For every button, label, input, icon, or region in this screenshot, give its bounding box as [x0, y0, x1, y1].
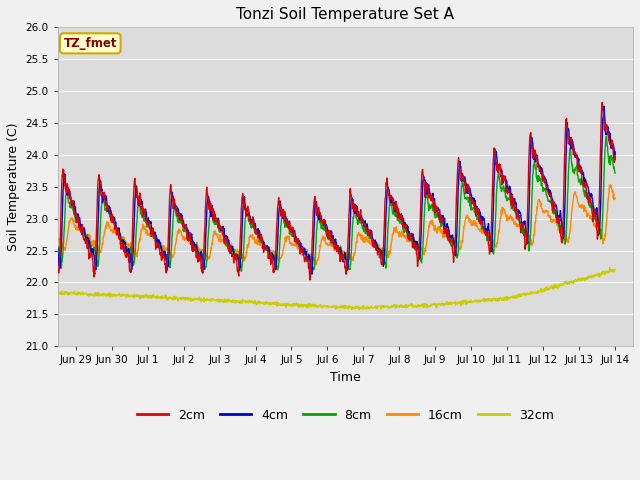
Legend: 2cm, 4cm, 8cm, 16cm, 32cm: 2cm, 4cm, 8cm, 16cm, 32cm: [132, 404, 559, 427]
Y-axis label: Soil Temperature (C): Soil Temperature (C): [7, 122, 20, 251]
Title: Tonzi Soil Temperature Set A: Tonzi Soil Temperature Set A: [236, 7, 454, 22]
X-axis label: Time: Time: [330, 371, 361, 384]
Text: TZ_fmet: TZ_fmet: [63, 37, 117, 50]
